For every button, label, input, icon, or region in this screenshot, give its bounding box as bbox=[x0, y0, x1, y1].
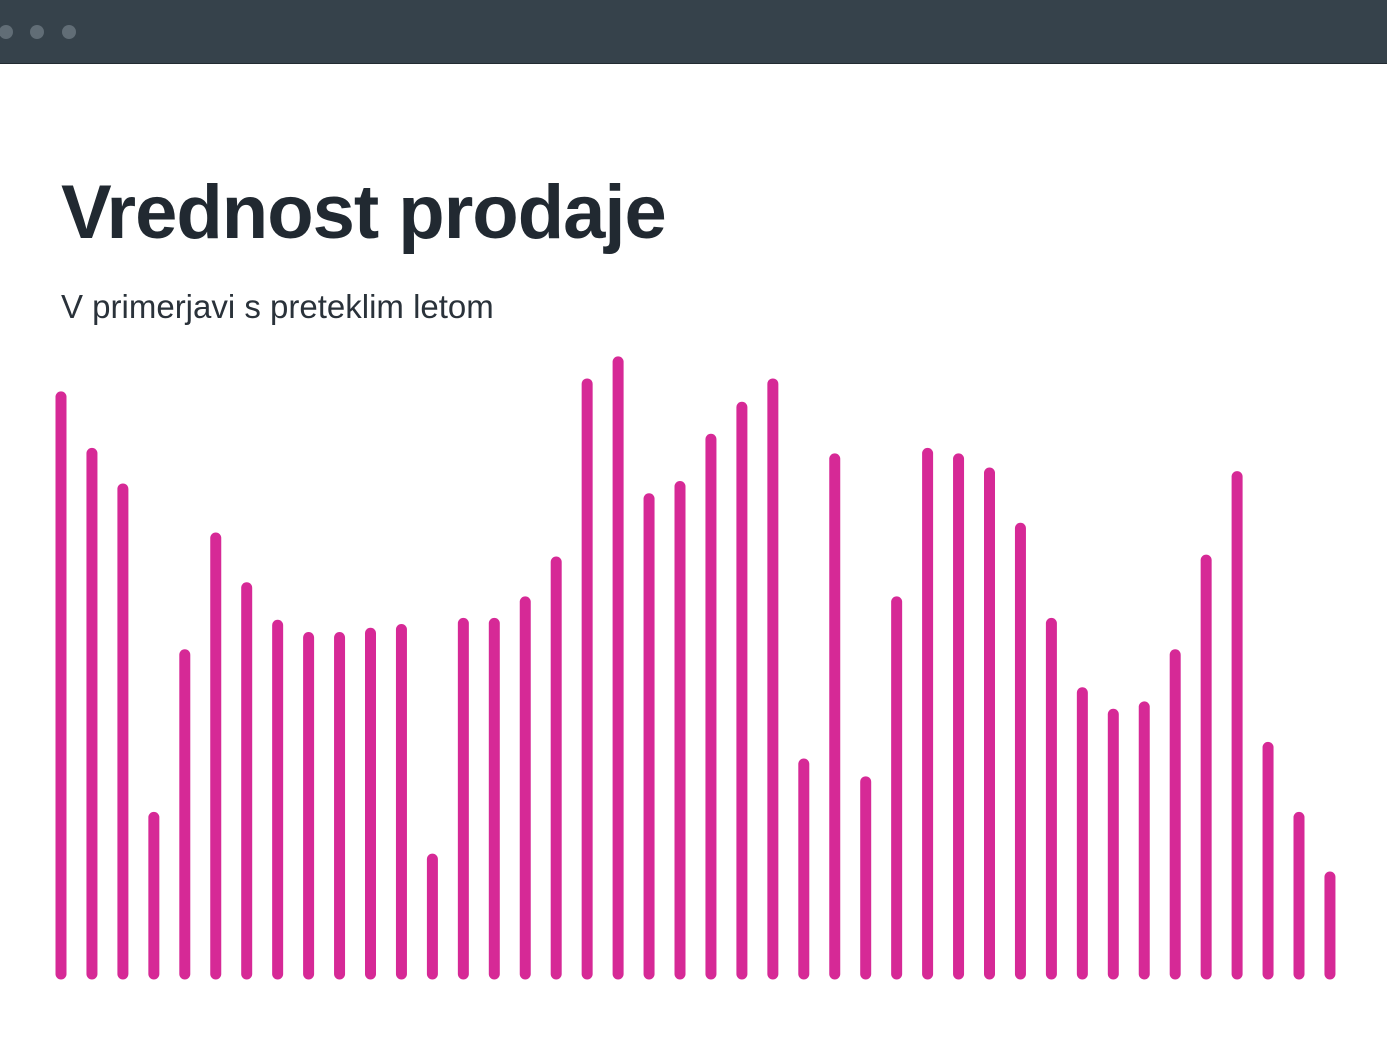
window-dot[interactable] bbox=[62, 25, 76, 39]
window-dot[interactable] bbox=[30, 25, 44, 39]
window-titlebar bbox=[0, 0, 1387, 64]
bar-chart bbox=[55, 356, 1336, 980]
page-subtitle: V primerjavi s preteklim letom bbox=[61, 288, 494, 325]
page-title: Vrednost prodaje bbox=[61, 170, 667, 255]
window-dot[interactable] bbox=[0, 25, 13, 39]
